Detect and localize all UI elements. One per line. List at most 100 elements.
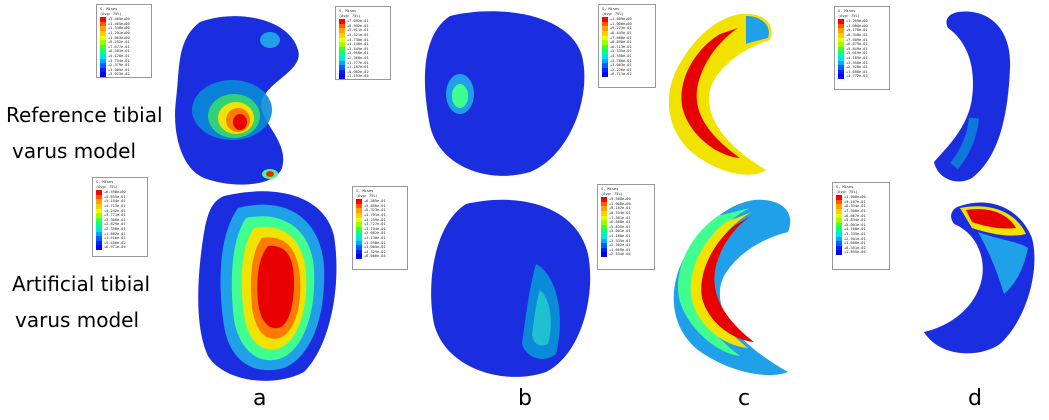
legend-swatch xyxy=(836,250,842,255)
legend-swatch xyxy=(836,222,842,228)
legend-swatch xyxy=(836,199,842,205)
legend-swatch xyxy=(602,53,608,59)
legend-value: +7.092e-01 xyxy=(347,19,369,24)
legend-swatch xyxy=(602,67,608,73)
legend-value: +3.023e-02 xyxy=(108,72,130,77)
legend-swatch xyxy=(602,40,608,45)
legend-value: +1.895e-04 xyxy=(844,250,866,255)
legend-swatch xyxy=(339,37,345,43)
legend-value: +1.000e+00 xyxy=(610,21,632,26)
legend-swatch xyxy=(100,30,106,36)
legend-swatch xyxy=(96,208,102,214)
legend-value: +2.958e-01 xyxy=(347,51,369,56)
legend-value: +9.167e-01 xyxy=(609,206,631,211)
legend-swatch xyxy=(339,65,345,70)
legend-value: +4.168e-01 xyxy=(844,227,866,232)
stress-map-ref-a xyxy=(175,16,299,185)
legend-value: +6.502e-01 xyxy=(347,23,369,28)
legend-title: S, Mises xyxy=(96,180,114,184)
legend-swatch xyxy=(339,28,345,33)
legend-value: +2.528e-01 xyxy=(846,65,868,70)
legend-value: +3.549e-01 xyxy=(347,46,369,51)
stress-map-ref-c xyxy=(668,13,772,175)
legend-swatch xyxy=(100,40,106,45)
legend-swatch xyxy=(339,51,345,56)
stress-map-ref-d xyxy=(934,11,1011,182)
legend-value: +3.003e-01 xyxy=(610,63,632,68)
legend-title: S, Mises xyxy=(339,9,357,13)
legend-swatch xyxy=(339,46,345,52)
legend-value: +6.668e-01 xyxy=(609,220,631,225)
legend-swatch xyxy=(356,226,362,232)
legend-subtitle: (Avg: 75%) xyxy=(601,191,623,196)
legend-swatch xyxy=(838,37,844,43)
legend-value: +1.000e+00 xyxy=(846,23,868,28)
legend-swatch xyxy=(100,17,106,22)
legend-value: +8.334e-01 xyxy=(844,204,866,209)
legend-value: +5.655e-01 xyxy=(104,194,126,199)
legend-value: +9.252e-01 xyxy=(108,40,130,45)
legend-swatch xyxy=(339,74,345,79)
legend-title: S, Mises xyxy=(601,187,619,191)
legend-value: +2.501e-01 xyxy=(844,236,866,241)
legend-swatch xyxy=(601,206,607,211)
legend-value: +6.113e-01 xyxy=(610,44,632,49)
stress-map-art-a xyxy=(198,191,337,381)
legend-swatch xyxy=(836,218,842,223)
legend-swatch xyxy=(838,23,844,29)
stress-map-art-d xyxy=(924,202,1035,354)
legend-swatch xyxy=(836,213,842,219)
legend-value: +6.711e-02 xyxy=(610,72,632,77)
legend-swatch xyxy=(96,217,102,223)
legend-swatch xyxy=(601,220,607,225)
legend-swatch xyxy=(602,63,608,68)
legend-value: +1.187e-01 xyxy=(347,65,369,70)
legend-swatch xyxy=(601,215,607,221)
legend-value: +6.503e-01 xyxy=(108,49,130,54)
row-label-artificial: Artificial tibial varus model xyxy=(12,274,150,330)
legend-value: +5.184e-01 xyxy=(104,199,126,204)
legend-value: +4.791e-01 xyxy=(364,212,386,217)
legend-value: +5.323e-01 xyxy=(364,208,386,213)
legend-swatch xyxy=(838,60,844,66)
legend-swatch xyxy=(96,213,102,218)
legend-swatch xyxy=(96,199,102,204)
legend-value: +5.849e-01 xyxy=(846,46,868,51)
stress-legend-art-d: S, Mises (Avg: 75%) +1.000e+00 +9.167e-01 +8… xyxy=(832,182,890,270)
legend-value: +1.005e-01 xyxy=(108,67,130,72)
legend-value: +4.189e-01 xyxy=(846,55,868,60)
legend-swatch xyxy=(339,32,345,38)
legend-swatch xyxy=(356,245,362,250)
legend-value: +1.000e+00 xyxy=(609,201,631,206)
legend-swatch xyxy=(356,212,362,218)
legend-swatch xyxy=(96,222,102,227)
legend-title: S, Mises xyxy=(602,7,620,11)
legend-value: +5.856e-01 xyxy=(364,203,386,208)
legend-swatch xyxy=(836,204,842,209)
legend-swatch xyxy=(96,226,102,232)
legend-value: +8.351e-02 xyxy=(844,245,866,250)
legend-value: +6.971e-04 xyxy=(104,245,126,250)
legend-value: +6.385e-01 xyxy=(364,199,386,204)
stress-legend-ref-d: S, Mises (Avg: 75%) +1.269e+00 +1.000e+00 +9… xyxy=(834,6,890,90)
legend-swatch xyxy=(96,236,102,241)
legend-value: +2.358e-01 xyxy=(104,226,126,231)
legend-swatch xyxy=(602,58,608,64)
legend-value: +1.465e+00 xyxy=(108,21,130,26)
legend-value: +3.358e-01 xyxy=(846,60,868,65)
legend-swatch xyxy=(601,224,607,230)
legend-swatch xyxy=(601,243,607,248)
legend-value: +5.335e-01 xyxy=(610,49,632,54)
legend-value: +9.170e-01 xyxy=(846,28,868,33)
stress-legend-art-c: S, Mises (Avg: 75%) +5.568e+00 +1.000e+00 +9… xyxy=(597,184,655,270)
legend-value: +5.834e-01 xyxy=(844,218,866,223)
row-label-line2: varus model xyxy=(15,308,140,332)
legend-swatch xyxy=(836,236,842,242)
row-label-line1: Reference tibial xyxy=(6,103,163,127)
legend-value: +2.534e-04 xyxy=(609,252,631,257)
legend-value: +1.609e+00 xyxy=(610,17,632,22)
legend-value: +3.780e-01 xyxy=(610,58,632,63)
legend-swatch xyxy=(339,42,345,47)
legend-value: +5.001e-01 xyxy=(844,222,866,227)
legend-value: +6.679e-01 xyxy=(846,42,868,47)
